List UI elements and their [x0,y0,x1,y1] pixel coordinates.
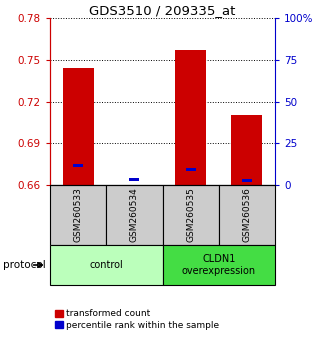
Bar [163,185,219,245]
Text: GSM260536: GSM260536 [242,188,252,242]
Bar [129,178,139,181]
Bar [186,168,196,171]
Text: GSM260533: GSM260533 [74,188,83,242]
Bar [175,50,206,185]
Legend: transformed count, percentile rank within the sample: transformed count, percentile rank withi… [54,309,220,330]
Text: protocol: protocol [3,260,46,270]
Bar [50,185,106,245]
Bar [73,164,83,167]
Bar [50,245,163,285]
Title: GDS3510 / 209335_at: GDS3510 / 209335_at [89,4,236,17]
Bar [163,245,275,285]
Bar [231,115,262,185]
Bar [63,68,93,185]
Text: control: control [89,260,123,270]
Text: GSM260535: GSM260535 [186,188,195,242]
Bar [219,185,275,245]
Bar [242,179,252,182]
Text: GSM260534: GSM260534 [130,188,139,242]
Bar [106,185,163,245]
Text: CLDN1
overexpression: CLDN1 overexpression [182,254,256,276]
